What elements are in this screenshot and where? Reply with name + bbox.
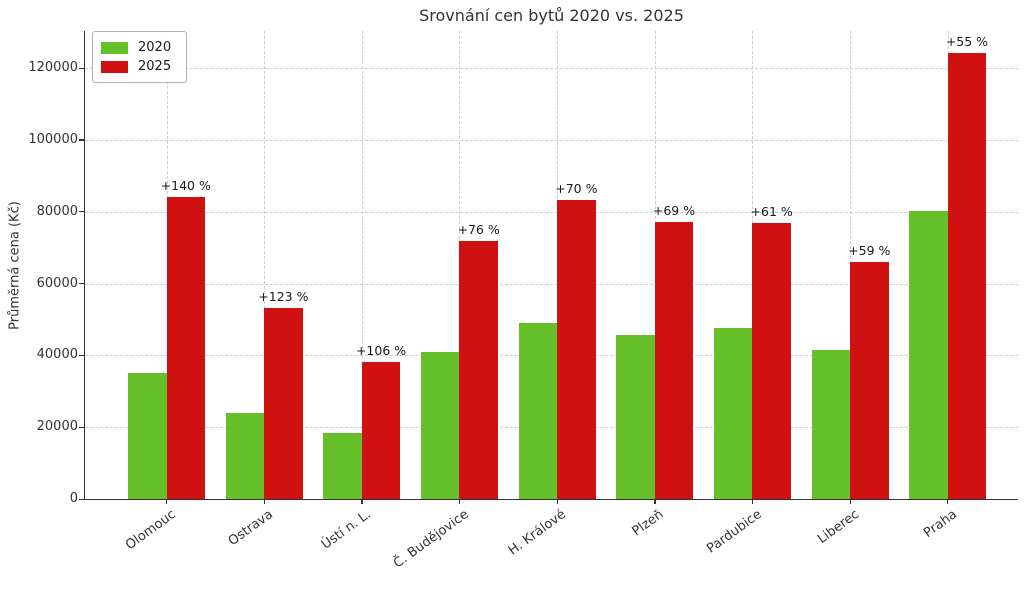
x-tick [751, 500, 754, 504]
pct-annotation: +59 % [848, 242, 891, 258]
x-gridline [361, 31, 363, 499]
x-tick-label: Ostrava [225, 507, 276, 550]
pct-annotation: +69 % [652, 203, 696, 219]
bar-2025 [166, 197, 205, 499]
bar-2020 [616, 335, 655, 499]
bar-2025 [557, 199, 596, 499]
bar-2020 [128, 373, 167, 499]
bar-2025 [361, 362, 401, 499]
y-tick-label: 40000 [36, 347, 78, 363]
y-tick [79, 139, 84, 141]
x-tick [458, 500, 461, 504]
x-tick-label: Liberec [814, 507, 862, 547]
y-tick-label: 100000 [28, 131, 78, 147]
pct-annotation: +123 % [258, 288, 309, 304]
pct-annotation: +70 % [555, 180, 598, 196]
pct-annotation: +106 % [355, 343, 407, 359]
y-tick-label: 0 [69, 491, 78, 506]
legend-label-2025: 2025 [138, 59, 172, 74]
x-tick-label: Pardubice [703, 507, 765, 557]
y-gridline [85, 283, 1018, 285]
bar-2020 [225, 413, 265, 499]
y-tick [79, 426, 84, 428]
y-tick-label: 80000 [36, 203, 78, 219]
bar-2025 [654, 222, 694, 499]
bar-2025 [459, 241, 498, 499]
bar-2025 [752, 223, 791, 499]
bar-2020 [811, 349, 851, 499]
bar-2020 [518, 323, 558, 499]
pct-annotation: +55 % [945, 33, 989, 49]
x-tick-label: Olomouc [122, 507, 179, 554]
pct-annotation: +76 % [457, 222, 500, 238]
pct-annotation: +140 % [160, 178, 211, 194]
y-tick [79, 67, 84, 69]
bar-2025 [264, 307, 303, 499]
bar-2020 [909, 210, 948, 499]
bar-2025 [850, 261, 889, 499]
x-tick [556, 500, 558, 504]
x-tick-label: Plzeň [629, 507, 667, 540]
pct-annotation: +61 % [750, 204, 793, 220]
x-tick [849, 500, 851, 504]
y-tick [79, 498, 84, 500]
y-tick [79, 211, 84, 213]
x-tick [947, 500, 949, 504]
legend-item-2020: 2020 [101, 38, 177, 57]
legend-swatch-2020 [101, 41, 128, 54]
legend-label-2020: 2020 [138, 40, 172, 55]
legend-item-2025: 2025 [101, 57, 177, 76]
x-tick [654, 500, 656, 504]
y-tick-label: 60000 [36, 275, 78, 291]
bar-2020 [323, 432, 362, 499]
y-gridline [85, 139, 1018, 141]
x-tick-label: Praha [920, 507, 960, 541]
bar-2020 [713, 327, 753, 499]
y-tick [79, 354, 84, 357]
x-axis-spine [84, 499, 1018, 501]
x-tick-label: H. Králové [505, 507, 569, 559]
legend-swatch-2025 [101, 60, 128, 73]
y-gridline [85, 211, 1018, 213]
y-gridline [85, 68, 1018, 69]
y-tick [79, 283, 84, 285]
bar-2020 [420, 352, 460, 499]
x-tick [166, 500, 168, 504]
x-tick [263, 500, 265, 504]
y-tick-label: 20000 [36, 419, 78, 435]
x-tick [361, 500, 363, 504]
x-tick-label: Ústí n. L. [318, 507, 374, 553]
chart-title: Srovnání cen bytů 2020 vs. 2025 [419, 6, 684, 25]
y-axis-spine [84, 31, 86, 499]
x-gridline [264, 31, 266, 499]
x-tick-label: Č. Budějovice [390, 507, 472, 572]
bar-2025 [947, 52, 987, 499]
legend: 2020 2025 [92, 31, 187, 83]
y-tick-label: 120000 [28, 60, 78, 75]
